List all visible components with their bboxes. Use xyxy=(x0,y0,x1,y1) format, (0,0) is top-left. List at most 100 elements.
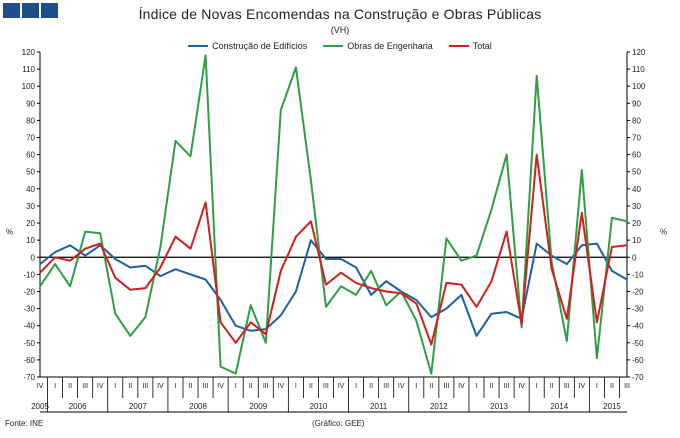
y-tick-label-right: 0 xyxy=(632,253,637,262)
y-tick-label-right: -50 xyxy=(632,339,644,348)
quarter-label: IV xyxy=(579,383,586,390)
year-label: 2008 xyxy=(189,402,207,411)
y-tick-label-left: 100 xyxy=(22,82,36,91)
quarter-label: IV xyxy=(157,383,164,390)
legend-swatch-edificios xyxy=(188,45,209,47)
chart-credit: (Gráfico: GEE) xyxy=(312,419,365,428)
y-tick-label-right: 20 xyxy=(632,219,641,228)
y-tick-label-right: 50 xyxy=(632,168,641,177)
legend-swatch-total xyxy=(448,45,469,47)
quarter-label: II xyxy=(189,383,193,390)
quarter-label: I xyxy=(235,383,237,390)
quarter-label: III xyxy=(443,383,449,390)
y-tick-label-right: 90 xyxy=(632,99,641,108)
y-tick-label-left: -30 xyxy=(23,305,35,314)
year-label: 2014 xyxy=(550,402,568,411)
year-label: 2012 xyxy=(430,402,448,411)
y-tick-label-right: 80 xyxy=(632,116,641,125)
quarter-label: III xyxy=(383,383,389,390)
y-tick-label-left: -50 xyxy=(23,339,35,348)
y-tick-label-right: 60 xyxy=(632,151,641,160)
y-tick-label-right: 110 xyxy=(632,65,645,74)
quarter-label: II xyxy=(429,383,433,390)
y-tick-label-right: -40 xyxy=(632,322,644,331)
y-tick-label-right: 30 xyxy=(632,202,641,211)
series-line-2 xyxy=(39,153,628,346)
quarter-label: III xyxy=(624,383,630,390)
legend-label-edificios: Construção de Edifícios xyxy=(212,41,308,51)
quarter-label: III xyxy=(564,383,570,390)
quarter-label: IV xyxy=(37,383,44,390)
year-label: 2005 xyxy=(31,402,49,411)
y-tick-label-left: -40 xyxy=(23,322,35,331)
chart-legend: Construção de Edifícios Obras de Engenha… xyxy=(0,41,680,51)
quarter-label: IV xyxy=(97,383,104,390)
y-tick-label-left: 50 xyxy=(26,168,35,177)
quarter-label: I xyxy=(355,383,357,390)
y-tick-label-right: 10 xyxy=(632,236,641,245)
y-tick-label-right: 40 xyxy=(632,185,641,194)
quarter-label: II xyxy=(550,383,554,390)
series-line-0 xyxy=(39,239,628,337)
series-line-1 xyxy=(39,54,628,375)
y-tick-label-right: 120 xyxy=(632,48,646,57)
year-label: 2009 xyxy=(249,402,267,411)
quarter-label: III xyxy=(263,383,269,390)
quarter-label: I xyxy=(596,383,598,390)
legend-swatch-engenharia xyxy=(323,45,344,47)
y-tick-label-left: -70 xyxy=(23,373,35,382)
y-tick-label-right: -70 xyxy=(632,373,644,382)
y-tick-label-left: 10 xyxy=(26,236,35,245)
y-tick-label-left: 80 xyxy=(26,116,35,125)
quarter-label: II xyxy=(369,383,373,390)
y-tick-label-right: -30 xyxy=(632,305,644,314)
y-tick-label-left: 60 xyxy=(26,151,35,160)
chart-subtitle: (VH) xyxy=(330,25,350,35)
quarter-label: I xyxy=(54,383,56,390)
y-tick-label-left: 0 xyxy=(31,253,36,262)
y-tick-label-left: 90 xyxy=(26,99,35,108)
gee-logo xyxy=(3,3,20,18)
quarter-label: IV xyxy=(518,383,525,390)
quarter-label: III xyxy=(203,383,209,390)
year-label: 2015 xyxy=(603,402,621,411)
y-axis-title-right: % xyxy=(660,228,667,237)
quarter-label: I xyxy=(114,383,116,390)
quarter-label: IV xyxy=(458,383,465,390)
quarter-label: III xyxy=(142,383,148,390)
year-label: 2011 xyxy=(370,402,388,411)
quarter-label: III xyxy=(82,383,88,390)
quarter-label: II xyxy=(610,383,614,390)
quarter-label: I xyxy=(295,383,297,390)
y-tick-label-left: 30 xyxy=(26,202,35,211)
quarter-label: IV xyxy=(278,383,285,390)
gee-logo xyxy=(22,3,39,18)
source-note: Fonte: INE xyxy=(5,419,44,428)
year-label: 2013 xyxy=(490,402,508,411)
y-tick-label-left: -10 xyxy=(23,270,35,279)
quarter-label: I xyxy=(536,383,538,390)
quarter-label: I xyxy=(415,383,417,390)
quarter-label: II xyxy=(68,383,72,390)
quarter-label: IV xyxy=(338,383,345,390)
quarter-label: IV xyxy=(398,383,405,390)
legend-item-total: Total xyxy=(448,41,492,51)
legend-label-total: Total xyxy=(472,41,492,51)
y-tick-label-left: 40 xyxy=(26,185,35,194)
quarter-label: II xyxy=(128,383,132,390)
quarter-label: IV xyxy=(217,383,224,390)
y-tick-label-right: -20 xyxy=(632,287,644,296)
y-tick-label-left: -60 xyxy=(23,356,35,365)
year-label: 2006 xyxy=(69,402,87,411)
legend-item-engenharia: Obras de Engenharia xyxy=(323,41,433,51)
y-tick-label-left: 20 xyxy=(26,219,35,228)
y-tick-label-left: 120 xyxy=(22,48,36,57)
gee-logo xyxy=(41,3,58,18)
chart-title: Índice de Novas Encomendas na Construção… xyxy=(138,6,542,22)
year-label: 2007 xyxy=(129,402,147,411)
quarter-label: II xyxy=(309,383,313,390)
y-tick-label-right: 100 xyxy=(632,82,646,91)
year-label: 2010 xyxy=(310,402,328,411)
y-tick-label-right: -10 xyxy=(632,270,644,279)
legend-label-engenharia: Obras de Engenharia xyxy=(347,41,433,51)
